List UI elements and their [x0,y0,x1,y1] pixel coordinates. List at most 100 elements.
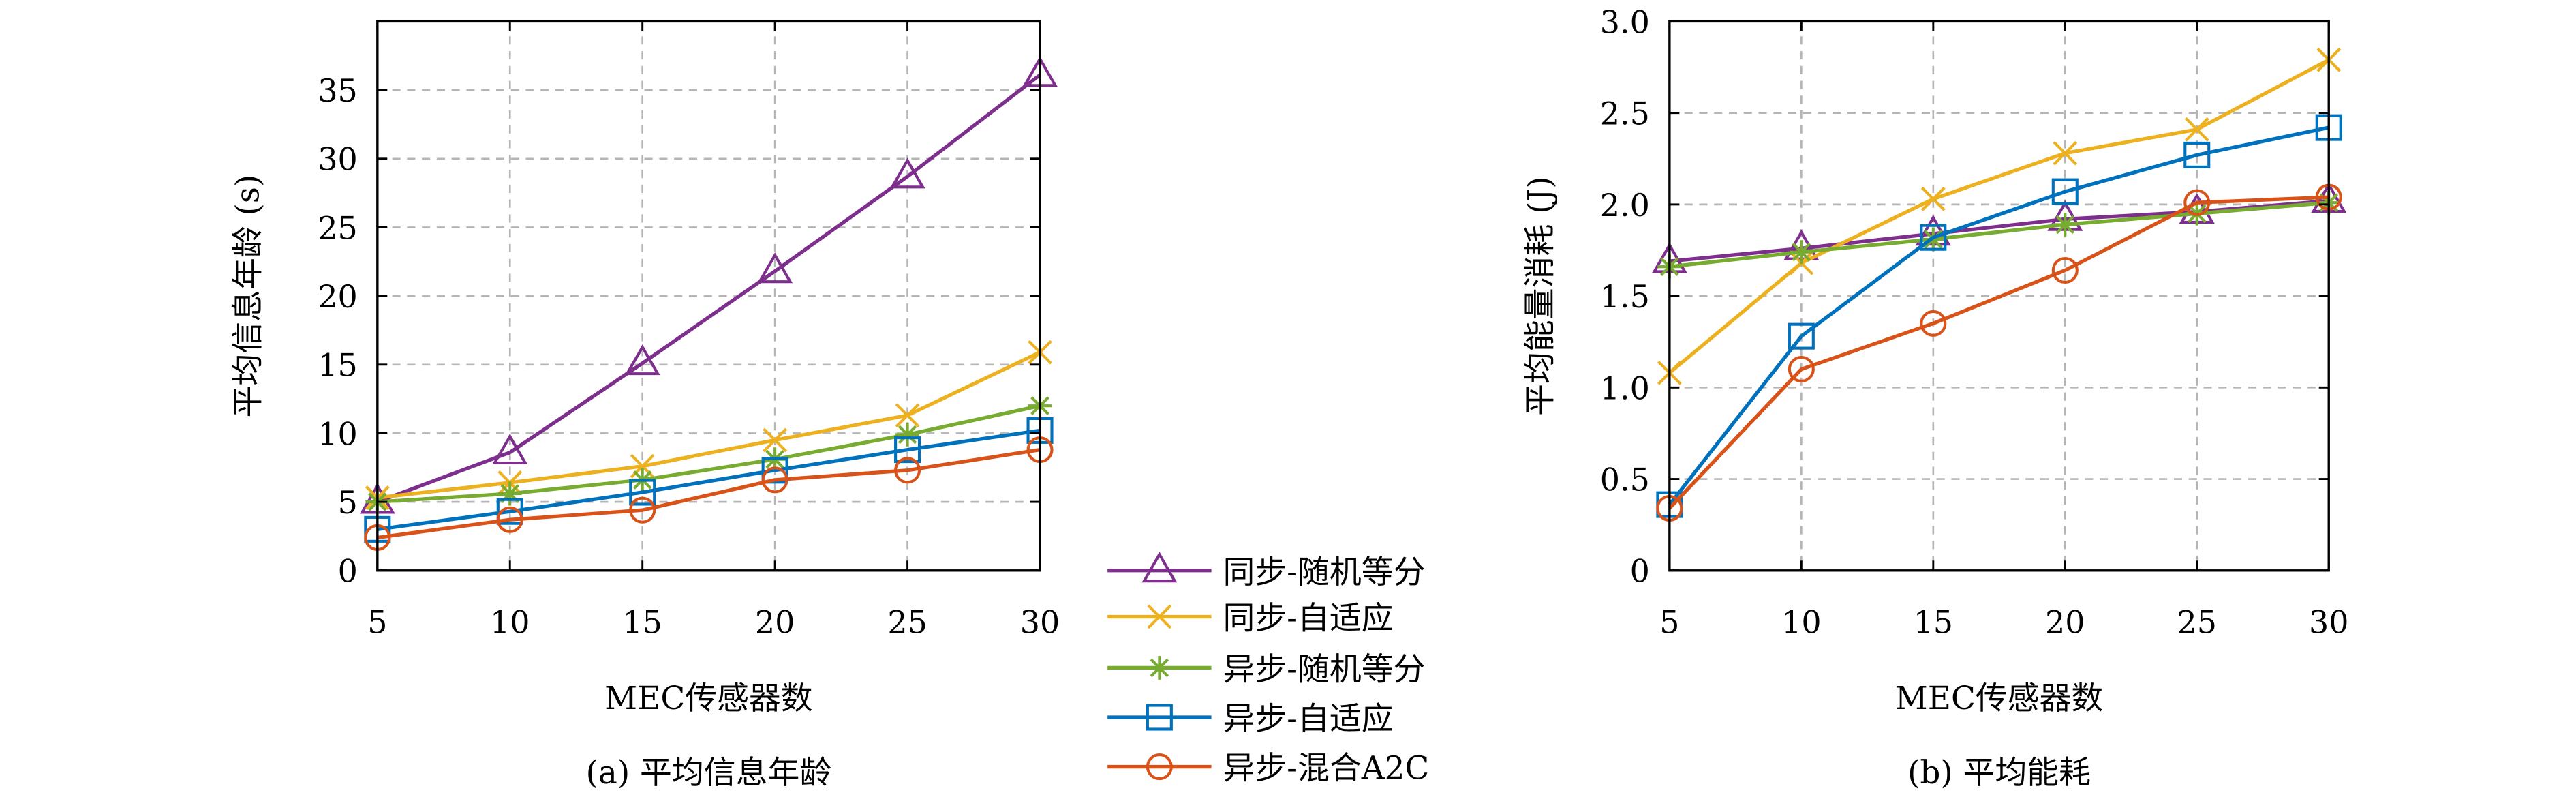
y-tick-label: 1.0 [1600,370,1650,406]
data-point-marker [2183,141,2211,168]
data-point-marker [629,479,656,506]
data-point-marker [761,466,788,494]
data-point-marker [894,436,921,464]
data-point-marker [2183,189,2211,216]
legend-swatch [1107,753,1212,781]
chart-b-series [1651,47,2347,522]
data-point-marker [629,496,656,524]
x-tick-label: 10 [1781,604,1821,641]
chart-b-average-energy: 5 10 15 20 25 30 00.51.01.52.02.53.0 MEC传感器数 … [1522,3,2349,791]
legend-item-async-random: 异步-随机等分 [1107,652,1425,689]
x-tick-label: 5 [1659,604,1679,641]
chart-a-x-ticks: 5 10 15 20 25 30 [367,604,1060,641]
data-point-marker [757,252,793,284]
series-line [1668,195,2329,510]
legend-swatch-marker [1147,604,1172,629]
legend-label: 异步-随机等分 [1223,652,1425,689]
series-circle [1656,183,2342,522]
x-tick-label: 15 [622,604,662,641]
data-point-marker [763,427,788,453]
legend-label: 同步-自适应 [1223,601,1393,637]
y-tick-label: 2.5 [1600,95,1650,132]
data-point-marker [624,344,660,376]
x-tick-label: 15 [1914,604,1953,641]
legend-swatch-marker [1146,704,1173,731]
data-point-marker [496,506,523,533]
series-line [1668,58,2330,374]
data-point-marker [895,422,920,447]
chart-a-caption: (a) 平均信息年龄 [586,755,832,792]
series-line [1668,125,2329,506]
y-tick-label: 30 [318,141,357,178]
series-line [377,350,1041,500]
legend-swatch-marker [1147,655,1171,680]
chart-b-x-ticks: 5 10 15 20 25 30 [1659,604,2348,641]
chart-a-y-ticks: 0 5 10 15 20 25 30 35 [318,72,357,590]
data-point-marker [1789,240,1813,265]
y-tick-label: 20 [318,278,357,315]
chart-a-x-axis-label: MEC传感器数 [604,680,812,717]
data-point-marker [496,498,523,525]
series-line [377,447,1041,540]
data-point-marker [1788,322,1815,350]
legend: 同步-随机等分 同步-自适应 异步-随机等分 异步-自适应 异步-混合A2C [1107,552,1429,787]
legend-swatch [1107,552,1212,583]
data-point-marker [2051,256,2079,284]
y-tick-label: 0 [1630,553,1650,590]
data-point-marker [1920,224,1947,251]
data-point-marker [761,457,788,484]
legend-swatch [1107,655,1212,680]
data-point-marker [492,433,528,465]
series-line [376,73,1041,504]
data-point-marker [1920,186,1946,211]
y-tick-label: 1.5 [1600,278,1650,315]
x-tick-label: 30 [1020,604,1060,641]
chart-a-frame [376,20,1041,572]
legend-label: 同步-随机等分 [1223,554,1425,591]
legend-item-sync-adaptive: 同步-自适应 [1107,601,1394,637]
legend-item-async-adaptive: 异步-自适应 [1107,701,1394,738]
series-line [377,404,1041,504]
chart-b-frame [1668,20,2330,572]
y-tick-label: 25 [318,209,357,246]
series-square [364,417,1054,543]
data-point-marker [895,403,920,428]
legend-item-async-hybrid-a2c: 异步-混合A2C [1107,751,1429,787]
legend-swatch [1107,704,1212,731]
data-point-marker [889,157,925,189]
data-point-marker [2053,212,2077,237]
chart-b-y-ticks: 0 0.5 1.0 1.5 2.0 2.5 3.0 [1600,3,1650,589]
y-tick-label: 2.0 [1600,187,1650,224]
chart-b-caption: (b) 平均能耗 [1907,755,2091,792]
x-tick-label: 5 [367,604,387,641]
series-line [1669,198,2329,263]
legend-item-sync-random: 同步-随机等分 [1107,552,1425,591]
y-tick-label: 10 [318,415,357,452]
data-point-marker [2051,178,2079,205]
y-tick-label: 0 [338,553,358,590]
chart-a-series [359,56,1058,551]
data-point-marker [1788,355,1815,383]
data-point-marker [894,457,921,484]
y-tick-label: 0.5 [1600,461,1650,498]
data-point-marker [2184,117,2209,142]
legend-label: 异步-自适应 [1223,701,1393,738]
data-point-marker [1920,310,1947,337]
legend-swatch-marker [1141,552,1178,583]
chart-b-y-axis-label: 平均能量消耗 (J) [1522,176,1559,415]
chart-a-y-axis-label: 平均信息年龄 (s) [230,175,267,418]
x-tick-label: 20 [2045,604,2085,641]
x-tick-label: 25 [2177,604,2217,641]
y-tick-label: 3.0 [1600,3,1650,40]
series-line [1669,200,2329,269]
x-tick-label: 25 [887,604,927,641]
data-point-marker [2053,140,2078,166]
chart-b-x-axis-label: MEC传感器数 [1895,680,2103,717]
y-tick-label: 35 [318,72,357,109]
series-line [377,428,1041,532]
legend-swatch [1107,604,1212,629]
legend-swatch-marker [1146,753,1173,781]
x-tick-label: 30 [2309,604,2348,641]
